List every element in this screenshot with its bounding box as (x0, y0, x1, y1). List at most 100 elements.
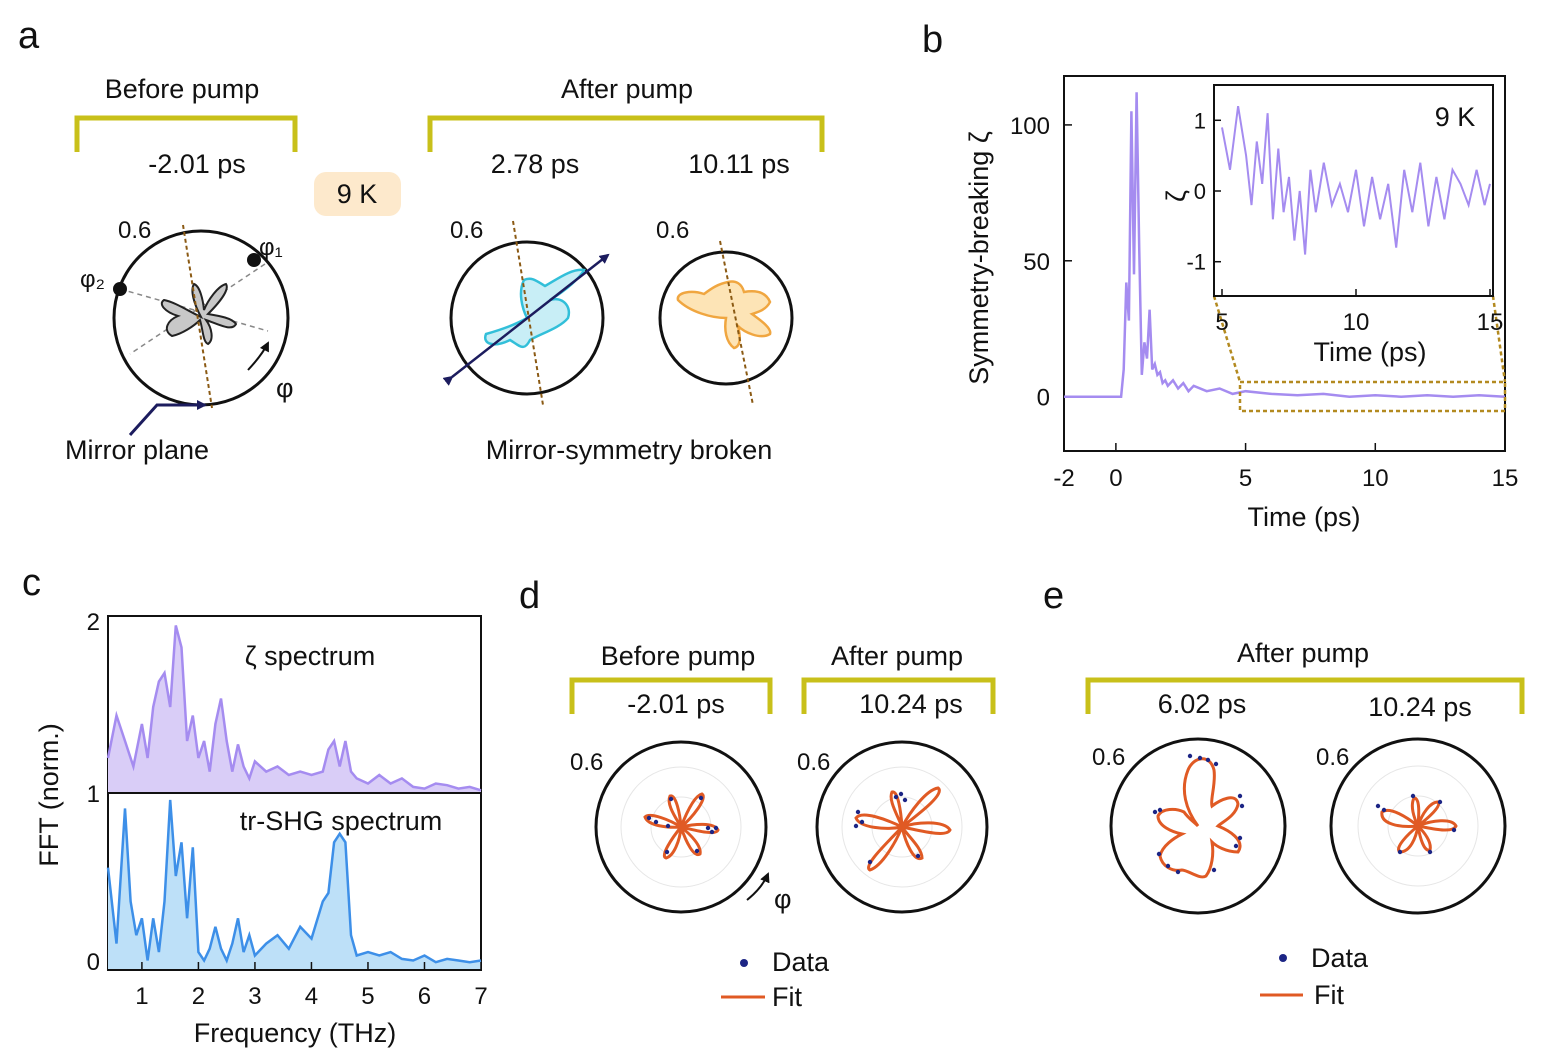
panel-e: e After pump 6.02 ps 10.24 ps 0.6 0.6 Da… (1043, 575, 1525, 1010)
zeta-spectrum-label: ζ spectrum (245, 641, 375, 671)
panel-c-label: c (22, 562, 41, 604)
shg-lobes (160, 282, 238, 346)
x-tick-label: 5 (1239, 465, 1252, 492)
phi2-point (113, 282, 127, 296)
x-axis-label: Time (ps) (1248, 502, 1361, 532)
y-tick-label: -1 (1186, 250, 1206, 275)
axis-line (119, 288, 269, 332)
shg-spectrum-label: tr-SHG spectrum (240, 806, 443, 836)
time-after-1: 2.78 ps (491, 149, 580, 179)
x-tick-label: 2 (192, 983, 205, 1010)
legend-data-marker (740, 959, 748, 967)
x-tick-label: 5 (1215, 309, 1228, 336)
panel-b-label: b (922, 19, 943, 61)
y-tick-label: 0 (1194, 179, 1206, 204)
panel-e-label: e (1043, 575, 1064, 617)
frequency-axis-label: Frequency (THz) (194, 1018, 397, 1048)
zoom-connector-right (1491, 295, 1507, 383)
shg-lobes-orange (676, 280, 772, 350)
after-bracket (1085, 677, 1525, 714)
zeta-series-line (1064, 92, 1506, 398)
fit-curve (1380, 796, 1458, 854)
polar-after-2: 0.6 (656, 217, 794, 406)
phi-arrow (746, 872, 770, 901)
y-tick-label: 50 (1023, 249, 1050, 276)
radial-max-label: 0.6 (1316, 744, 1349, 771)
legend-data-label: Data (772, 947, 830, 977)
polar-e-1: 0.6 (1092, 737, 1287, 915)
data-points (1375, 793, 1457, 855)
time-after-2: 10.24 ps (1368, 692, 1472, 722)
polar-frame (594, 740, 768, 914)
after-pump-title: After pump (1237, 638, 1369, 668)
inset-y-axis-label: ζ (1161, 190, 1191, 202)
zeta-spectrum-line (106, 625, 482, 792)
panel-d: d Before pump After pump -2.01 ps 10.24 … (519, 575, 996, 1012)
y-tick-label: 0 (87, 949, 100, 976)
mirror-plane-arrow (128, 400, 207, 437)
polar-frame (815, 740, 989, 914)
y-tick-label: 0 (1037, 385, 1050, 412)
fft-axis-label: FFT (norm.) (34, 723, 64, 867)
before-bracket (74, 115, 298, 152)
x-tick-label: 3 (248, 983, 261, 1010)
zoom-connector-left (1212, 295, 1242, 383)
data-points (1152, 753, 1245, 875)
inset-ticks: 5 10 15 -1 0 1 (1186, 108, 1503, 336)
polar-d-after: 0.6 (797, 740, 989, 914)
symmetry-axis-arrow (442, 253, 610, 386)
y-tick-label: 1 (87, 781, 100, 808)
x-tick-label: 5 (361, 983, 374, 1010)
phi1-label: φ₁ (259, 234, 283, 261)
time-after-2: 10.11 ps (688, 149, 790, 179)
y-tick-label: 2 (87, 609, 100, 636)
x-tick-label: 4 (305, 983, 318, 1010)
phi-arrow (247, 341, 269, 371)
time-before: -2.01 ps (148, 149, 246, 179)
radial-max-label: 0.6 (1092, 744, 1125, 771)
radial-max-label: 0.6 (570, 749, 603, 776)
x-tick-label: 6 (418, 983, 431, 1010)
radial-max-label: 0.6 (118, 217, 151, 244)
shg-lobes-cyan (484, 268, 586, 349)
x-tick-label: 1 (135, 983, 148, 1010)
legend-data-label: Data (1311, 943, 1369, 973)
polar-frame (658, 250, 794, 386)
x-tick-label: 10 (1343, 309, 1370, 336)
main-axes (1063, 75, 1506, 452)
data-points (853, 791, 921, 865)
time-after: 10.24 ps (859, 689, 963, 719)
temperature-label: 9 K (337, 179, 378, 209)
legend-data-marker (1279, 954, 1287, 962)
legend-fit-label: Fit (772, 982, 802, 1012)
before-bracket (569, 677, 773, 714)
polar-grid (620, 766, 742, 888)
polar-e-2: 0.6 (1316, 737, 1507, 915)
data-points (646, 795, 719, 855)
spectrum-ticks: 1 2 3 4 5 6 7 0 1 2 (87, 609, 488, 1010)
shg-spectrum-line (106, 799, 482, 964)
fit-curve (854, 786, 952, 872)
panel-a: a Before pump After pump -2.01 ps 2.78 p… (18, 15, 825, 465)
polar-frame (1109, 737, 1287, 915)
polar-d-before: 0.6 φ (570, 740, 792, 914)
fit-curve (1156, 757, 1242, 879)
before-pump-title: Before pump (601, 641, 756, 671)
y-axis-label: Symmetry-breaking ζ (964, 131, 994, 385)
symmetry-broken-label: Mirror-symmetry broken (486, 435, 773, 465)
inset-temp-label: 9 K (1435, 102, 1476, 132)
x-tick-label: 10 (1362, 465, 1389, 492)
polar-grid (1357, 765, 1479, 887)
after-bracket (427, 115, 825, 152)
after-bracket (801, 677, 996, 714)
mirror-plane-label: Mirror plane (65, 435, 209, 465)
x-tick-label: 15 (1477, 309, 1504, 336)
x-tick-label: 15 (1492, 465, 1519, 492)
radial-max-label: 0.6 (797, 749, 830, 776)
radial-max-label: 0.6 (656, 217, 689, 244)
y-tick-label: 100 (1010, 113, 1050, 140)
x-tick-label: -2 (1053, 465, 1074, 492)
polar-after-1: 0.6 (442, 217, 610, 406)
phi-label: φ (276, 373, 294, 403)
